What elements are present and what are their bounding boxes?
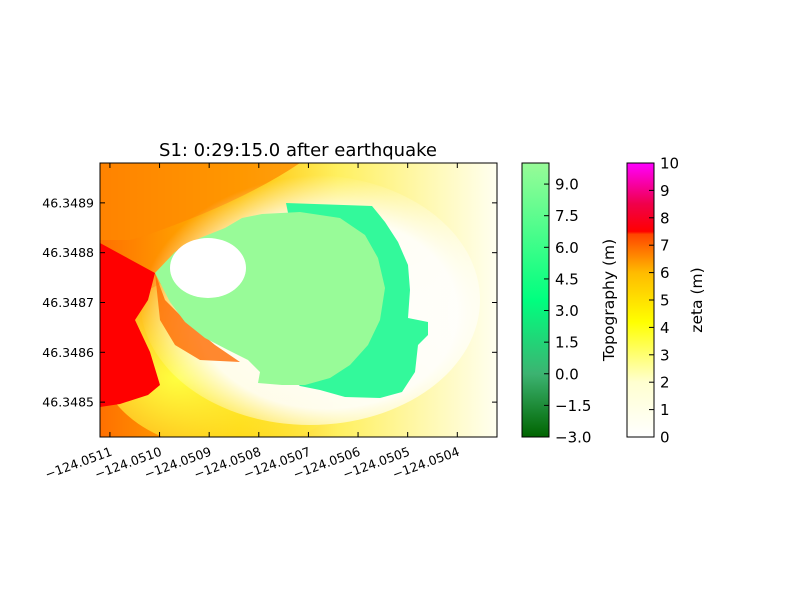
colorbar-tick-label: 8: [660, 209, 670, 227]
colorbar-tick-label: 4: [660, 319, 670, 337]
colorbar-tick-label: 0: [660, 429, 670, 447]
colorbar-tick-label: 5: [660, 292, 670, 310]
colorbar-tick-label: 3: [660, 346, 670, 364]
zeta-colorbar-label: zeta (m): [688, 267, 706, 332]
colorbar-tick-label: −1.5: [555, 397, 591, 415]
chart-title: S1: 0:29:15.0 after earthquake: [159, 140, 437, 161]
zeta-colorbar-ticks: 0 1 2 3 4 5 6 7 8 9 10: [649, 155, 679, 447]
y-tick-label: 46.3487: [42, 295, 94, 310]
topography-colorbar: [521, 162, 550, 438]
y-tick-label: 46.3488: [42, 245, 94, 260]
y-tick-label: 46.3486: [42, 345, 94, 360]
north-shore-zone: [100, 163, 300, 240]
colorbar-tick-label: 9: [660, 182, 670, 200]
y-tick-label: 46.3489: [42, 195, 94, 210]
lagoon: [170, 238, 246, 298]
topography-colorbar-label: Topography (m): [600, 239, 618, 362]
colorbar-tick-label: 1.5: [555, 334, 579, 352]
colorbar-tick-label: 9.0: [555, 176, 579, 194]
colorbar-tick-label: 6: [660, 264, 670, 282]
y-axis: 46.3485 46.3486 46.3487 46.3488 46.3489: [42, 195, 497, 410]
colorbar-tick-label: 2: [660, 374, 670, 392]
plot-frame: [99, 162, 498, 438]
colorbar-tick-label: 6.0: [555, 239, 579, 257]
colorbar-tick-label: 10: [660, 155, 679, 173]
heatmap-field: [100, 163, 497, 437]
wave-front-edge: [155, 273, 240, 362]
colorbar-tick-label: 3.0: [555, 302, 579, 320]
colorbar-tick-label: 1: [660, 401, 670, 419]
wave-front-high: [100, 243, 160, 407]
topography-colorbar-ticks: −3.0 −1.5 0.0 1.5 3.0 4.5 6.0 7.5 9.0: [544, 176, 591, 447]
colorbar-tick-label: 0.0: [555, 365, 579, 383]
colorbar-tick-label: 7.5: [555, 207, 579, 225]
colorbar-tick-label: −3.0: [555, 429, 591, 447]
colorbar-tick-label: 7: [660, 237, 670, 255]
colorbar-tick-label: 4.5: [555, 270, 579, 288]
y-tick-label: 46.3485: [42, 395, 94, 410]
